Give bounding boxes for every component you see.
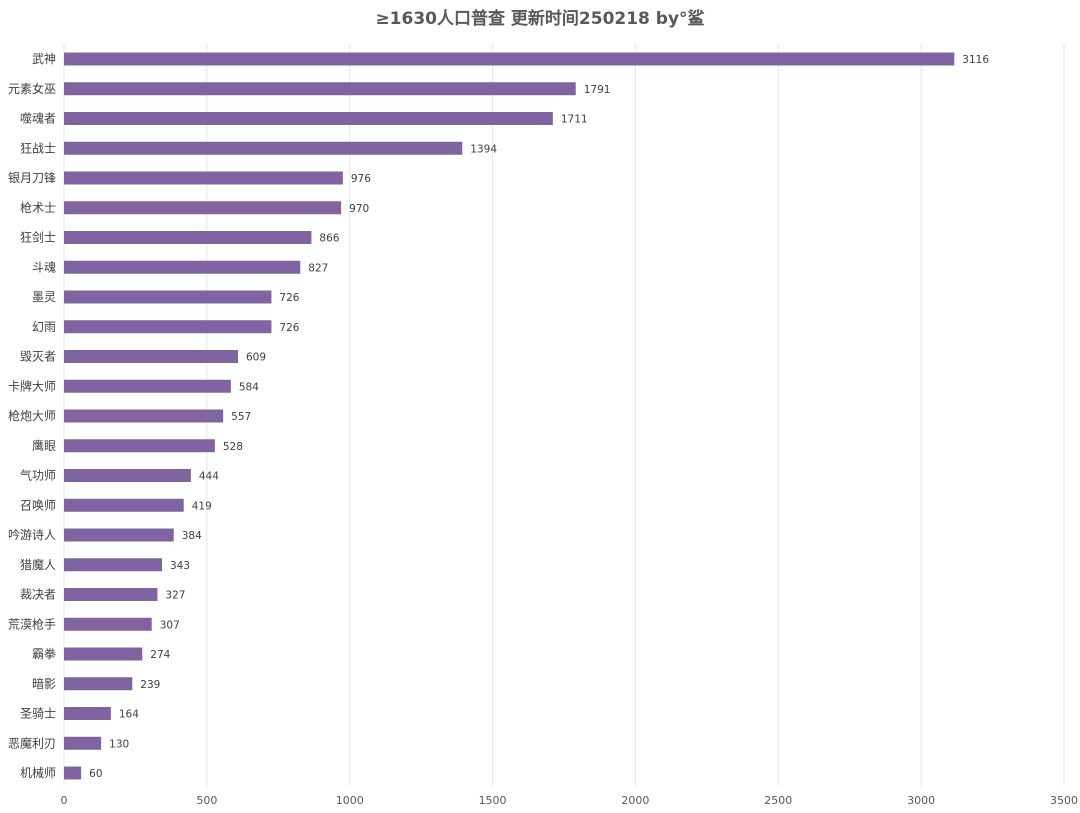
data-label: 976: [351, 173, 371, 185]
category-label: 霸拳: [32, 646, 56, 661]
data-label: 726: [279, 292, 299, 304]
x-tick-label: 1500: [479, 794, 507, 807]
bar: [64, 320, 272, 334]
bar: [64, 528, 174, 542]
bars: [64, 52, 955, 780]
category-label: 噬魂者: [20, 111, 56, 126]
bar: [64, 231, 312, 244]
category-label: 墨灵: [32, 290, 56, 304]
bar: [64, 379, 231, 393]
data-label: 327: [165, 590, 185, 602]
labels: 0 500 1000 1500 2000 2500 3000 3500 武神 3116 元素女巫 17…: [8, 52, 1078, 807]
bar: [64, 52, 955, 66]
category-label: 召唤师: [20, 498, 56, 512]
category-label: 枪术士: [20, 200, 56, 215]
data-label: 343: [170, 560, 190, 572]
category-label: 银月刀锋: [8, 171, 56, 185]
data-label: 1791: [584, 84, 611, 96]
x-tick-label: 3500: [1050, 794, 1078, 807]
category-label: 卡牌大师: [8, 379, 56, 393]
data-label: 827: [308, 262, 328, 274]
bar: [64, 112, 553, 125]
data-label: 384: [182, 530, 202, 542]
bar: [64, 558, 162, 572]
data-label: 60: [89, 768, 102, 780]
bar: [64, 736, 102, 750]
bar: [64, 141, 463, 155]
bar: [64, 260, 301, 274]
data-label: 164: [119, 709, 139, 721]
x-tick-label: 500: [196, 794, 217, 807]
data-label: 528: [223, 441, 243, 453]
data-label: 1394: [470, 143, 497, 155]
bar: [64, 439, 215, 453]
category-label: 幻雨: [32, 320, 56, 334]
bar: [64, 707, 111, 720]
bar: [64, 647, 143, 661]
data-label: 419: [192, 500, 212, 512]
bar: [64, 201, 342, 215]
category-label: 机械师: [20, 765, 56, 780]
bar: [64, 350, 238, 363]
category-label: 毁灭者: [20, 349, 56, 364]
bar: [64, 409, 224, 423]
bar: [64, 766, 82, 780]
category-label: 荒漠枪手: [8, 616, 56, 631]
data-label: 130: [109, 738, 129, 750]
bar: [64, 469, 191, 482]
category-label: 圣骑士: [20, 707, 56, 721]
bar: [64, 290, 272, 304]
category-label: 枪炮大师: [8, 408, 56, 423]
data-label: 970: [349, 203, 369, 215]
data-label: 307: [160, 619, 180, 631]
category-label: 斗魂: [32, 259, 56, 274]
x-tick-label: 3000: [907, 794, 935, 807]
category-label: 狂战士: [20, 141, 56, 155]
data-label: 866: [319, 233, 339, 245]
bar: [64, 82, 576, 96]
category-label: 鹰眼: [32, 438, 56, 453]
category-label: 吟游诗人: [8, 527, 56, 542]
data-label: 239: [140, 679, 160, 691]
category-label: 狂剑士: [20, 230, 56, 245]
data-label: 1711: [561, 114, 588, 126]
bar: [64, 588, 158, 601]
x-tick-label: 0: [61, 794, 68, 807]
category-label: 暗影: [32, 676, 56, 691]
category-label: 武神: [32, 52, 56, 66]
x-tick-label: 2000: [621, 794, 649, 807]
chart-title: ≥1630人口普查 更新时间250218 by°鲨: [375, 9, 705, 29]
bar: [64, 171, 343, 185]
x-tick-label: 2500: [764, 794, 792, 807]
bar: [64, 498, 184, 512]
data-label: 609: [246, 352, 266, 364]
data-label: 726: [279, 322, 299, 334]
data-label: 444: [199, 471, 219, 483]
category-label: 元素女巫: [8, 81, 56, 96]
bar: [64, 617, 152, 631]
category-label: 猎魔人: [20, 557, 56, 572]
category-label: 气功师: [20, 468, 56, 483]
x-tick-label: 1000: [336, 794, 364, 807]
category-label: 裁决者: [20, 588, 56, 602]
data-label: 3116: [962, 54, 989, 66]
data-label: 584: [239, 381, 259, 393]
data-label: 274: [150, 649, 170, 661]
data-label: 557: [231, 411, 251, 423]
category-label: 恶魔利刃: [8, 735, 56, 750]
bar: [64, 677, 133, 691]
